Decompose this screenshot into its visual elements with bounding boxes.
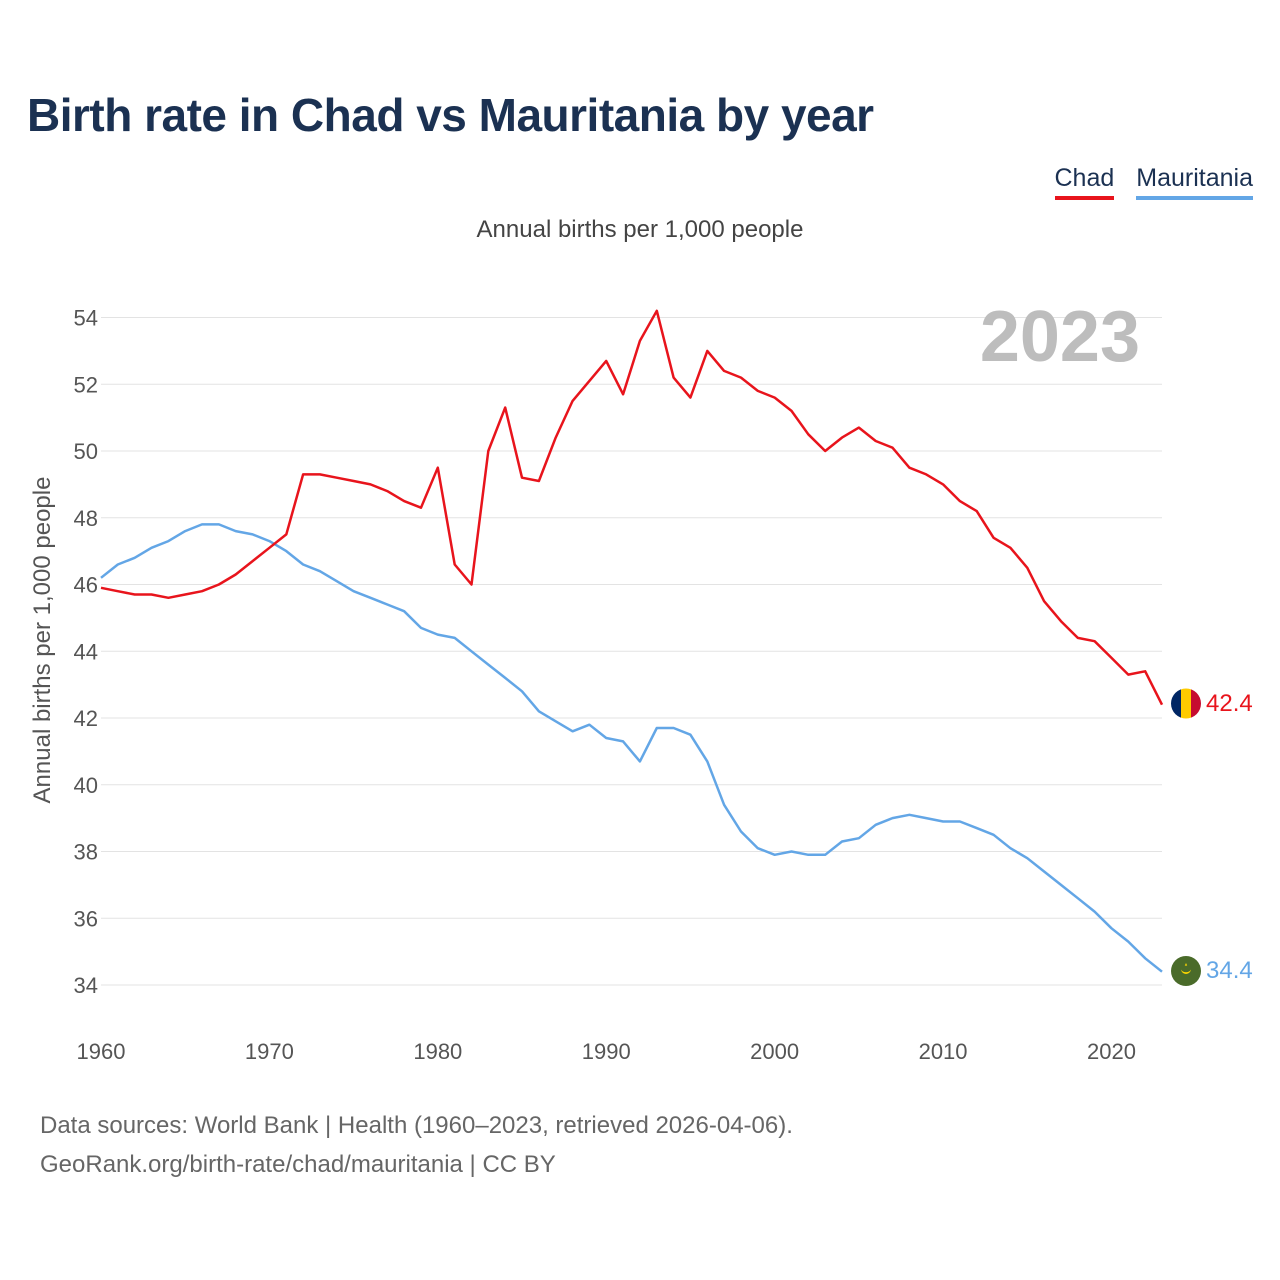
mauritania-flag-icon — [1171, 956, 1201, 986]
end-value-mauritania: 34.4 — [1206, 957, 1253, 984]
page-title: Birth rate in Chad vs Mauritania by year — [27, 89, 874, 141]
x-tick-label: 2020 — [1087, 1039, 1136, 1064]
x-tick-label: 1990 — [582, 1039, 631, 1064]
x-tick-label: 2000 — [750, 1039, 799, 1064]
legend-item-mauritania[interactable]: Mauritania — [1136, 164, 1253, 200]
year-marker: 2023 — [980, 297, 1140, 377]
gridlines — [101, 317, 1162, 986]
legend-item-chad[interactable]: Chad — [1054, 164, 1115, 200]
legend-label-mauritania: Mauritania — [1136, 164, 1253, 192]
y-tick-label: 42 — [74, 706, 98, 731]
x-tick-label: 2010 — [919, 1039, 968, 1064]
x-axis-ticks: 1960 1970 1980 1990 2000 2010 2020 — [77, 1039, 1136, 1064]
x-tick-label: 1960 — [77, 1039, 126, 1064]
source-note: Data sources: World Bank | Health (1960–… — [40, 1106, 793, 1184]
y-tick-label: 40 — [74, 773, 98, 798]
series-lines — [100, 309, 1164, 973]
chad-flag-icon — [1171, 688, 1201, 719]
y-tick-label: 48 — [74, 506, 98, 531]
y-tick-label: 52 — [74, 372, 98, 397]
chart-subtitle: Annual births per 1,000 people — [476, 216, 804, 243]
y-tick-label: 44 — [74, 639, 98, 664]
end-value-chad: 42.4 — [1206, 690, 1253, 717]
y-tick-label: 54 — [74, 306, 98, 331]
series-line-mauritania[interactable] — [100, 523, 1163, 973]
y-tick-label: 38 — [74, 840, 98, 865]
line-chart: 34 36 38 40 42 44 46 48 50 52 54 1960 1970 1980 1990 2… — [29, 297, 1253, 1064]
y-axis-ticks: 34 36 38 40 42 44 46 48 50 52 54 — [74, 306, 98, 999]
legend-swatch-chad — [1054, 196, 1115, 200]
x-tick-label: 1970 — [245, 1039, 294, 1064]
legend-label-chad: Chad — [1054, 164, 1115, 192]
y-tick-label: 50 — [74, 439, 98, 464]
y-tick-label: 46 — [74, 573, 98, 598]
legend: Chad Mauritania — [1054, 164, 1253, 200]
y-tick-label: 36 — [74, 906, 98, 931]
y-tick-label: 34 — [74, 973, 98, 998]
y-axis-label: Annual births per 1,000 people — [29, 477, 56, 804]
series-line-chad[interactable] — [100, 309, 1164, 706]
source-line-1: Data sources: World Bank | Health (1960–… — [40, 1112, 793, 1139]
source-line-2[interactable]: GeoRank.org/birth-rate/chad/mauritania |… — [40, 1151, 556, 1178]
legend-swatch-mauritania — [1136, 196, 1253, 200]
x-tick-label: 1980 — [413, 1039, 462, 1064]
